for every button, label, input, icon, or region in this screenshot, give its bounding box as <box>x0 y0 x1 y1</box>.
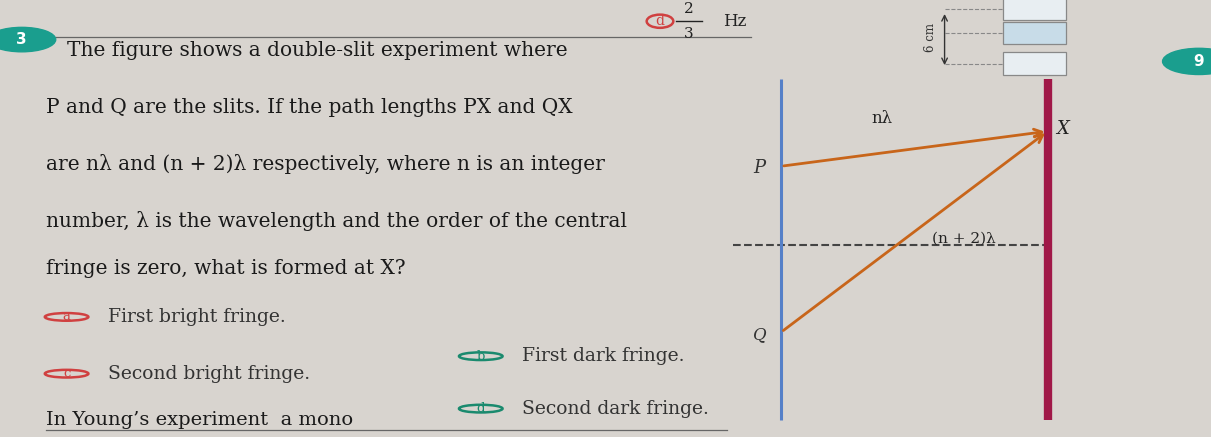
Text: A: A <box>1029 3 1039 15</box>
Text: d: d <box>655 14 665 28</box>
Text: X: X <box>1056 120 1069 138</box>
Text: 3: 3 <box>684 28 694 42</box>
Text: P and Q are the slits. If the path lengths PX and QX: P and Q are the slits. If the path lengt… <box>46 98 573 117</box>
FancyBboxPatch shape <box>1003 22 1066 45</box>
Text: fringe is zero, what is formed at X?: fringe is zero, what is formed at X? <box>46 259 406 278</box>
Text: a: a <box>63 310 70 323</box>
Text: number, λ is the wavelength and the order of the central: number, λ is the wavelength and the orde… <box>46 211 627 231</box>
Text: First dark fringe.: First dark fringe. <box>522 347 684 365</box>
Text: Second dark fringe.: Second dark fringe. <box>522 399 708 418</box>
Text: The figure shows a double-slit experiment where: The figure shows a double-slit experimen… <box>67 41 567 60</box>
Text: Hz: Hz <box>723 13 746 30</box>
Text: B: B <box>1029 57 1039 70</box>
Text: P: P <box>753 160 765 177</box>
Text: are nλ and (n + 2)λ respectively, where n is an integer: are nλ and (n + 2)λ respectively, where … <box>46 154 604 174</box>
Text: O: O <box>1029 27 1039 39</box>
Text: Q: Q <box>753 326 767 343</box>
Text: 6 cm: 6 cm <box>924 23 936 52</box>
Text: c: c <box>63 367 70 380</box>
Text: b: b <box>477 350 484 363</box>
Text: d: d <box>476 402 486 415</box>
Text: 3: 3 <box>17 32 27 47</box>
Circle shape <box>0 28 56 52</box>
Text: First bright fringe.: First bright fringe. <box>108 308 286 326</box>
Text: (n + 2)λ: (n + 2)λ <box>932 231 997 245</box>
Text: 9: 9 <box>1194 54 1204 69</box>
FancyBboxPatch shape <box>1003 0 1066 21</box>
Text: nλ: nλ <box>872 110 893 127</box>
Text: In Young’s experiment  a mono: In Young’s experiment a mono <box>46 410 354 429</box>
FancyBboxPatch shape <box>1003 52 1066 75</box>
Text: Second bright fringe.: Second bright fringe. <box>108 364 310 383</box>
Text: 2: 2 <box>684 2 694 16</box>
Circle shape <box>1163 49 1211 75</box>
